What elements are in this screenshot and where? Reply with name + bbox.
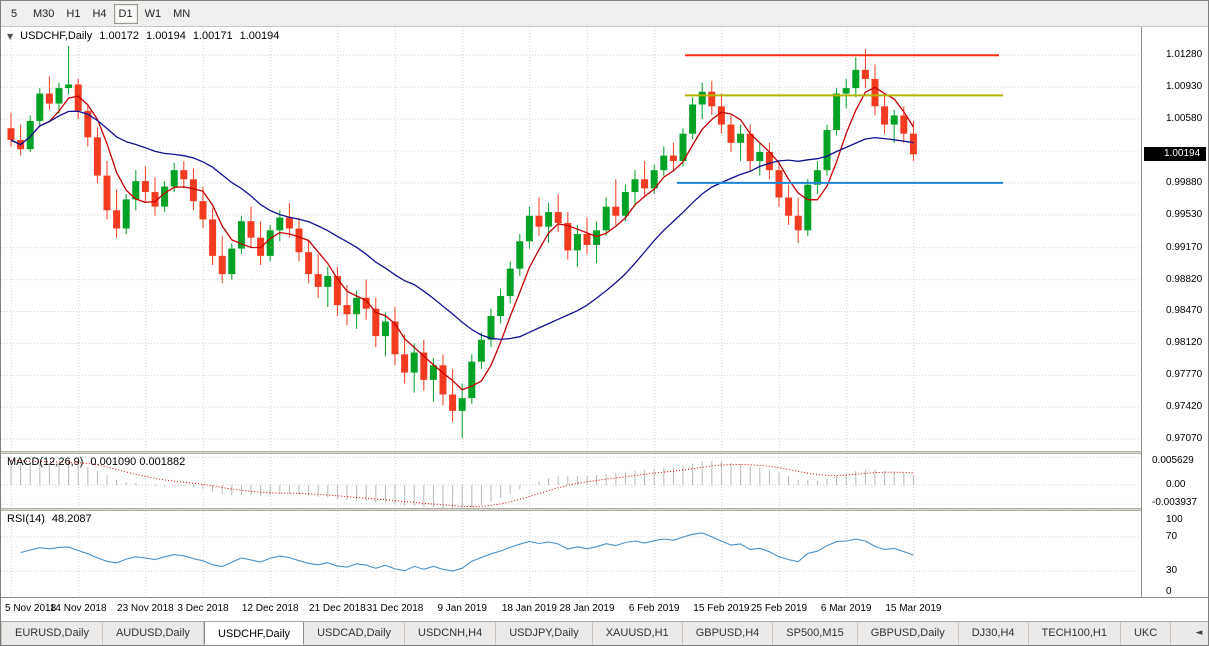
time-axis-label: 14 Nov 2018 xyxy=(49,603,107,614)
candles-layer xyxy=(7,46,917,439)
timeframe-button-mn[interactable]: MN xyxy=(173,7,191,20)
chart-tab-gbpusd-h4[interactable]: GBPUSD,H4 xyxy=(683,622,774,645)
chart-tab-xauusd-h1[interactable]: XAUUSD,H1 xyxy=(593,622,683,645)
macd-histogram xyxy=(10,460,914,508)
vertical-gridlines xyxy=(11,511,915,597)
chart-tab-eurusd-daily[interactable]: EURUSD,Daily xyxy=(1,622,103,645)
timeframe-button-d1[interactable]: D1 xyxy=(113,3,138,24)
chart-tab-dj30-h4[interactable]: DJ30,H4 xyxy=(959,622,1029,645)
ohlc-low: 1.00171 xyxy=(192,30,233,42)
macd-indicator-label: MACD(12,26,9) xyxy=(7,456,84,468)
time-axis-label: 21 Dec 2018 xyxy=(309,603,366,614)
rsi-indicator-value: 48.2087 xyxy=(51,513,92,525)
macd-scale-label: 0.00 xyxy=(1166,478,1186,490)
chart-tab-usdjpy-daily[interactable]: USDJPY,Daily xyxy=(496,622,593,645)
time-axis-label: 23 Nov 2018 xyxy=(117,603,174,614)
chart-tabs: EURUSD,Daily AUDUSD,Daily USDCHF,Daily USDC… xyxy=(1,622,1190,645)
rsi-scale-label: 30 xyxy=(1166,565,1178,577)
macd-indicator-values: 0.001090 0.001882 xyxy=(90,456,186,468)
rsi-level-lines xyxy=(1,536,1140,572)
price-scale-label: 0.98470 xyxy=(1166,305,1203,317)
price-scale-label: 1.00580 xyxy=(1166,113,1203,125)
chart-tab-sp500-m15[interactable]: SP500,M15 xyxy=(773,622,858,645)
price-scale-label: 0.98120 xyxy=(1166,337,1203,349)
timeframe-button-5[interactable]: 5 xyxy=(10,7,18,20)
collapse-chart-icon[interactable]: ▼ xyxy=(7,31,14,41)
chart-tabbar: EURUSD,Daily AUDUSD,Daily USDCHF,Daily USDC… xyxy=(1,621,1208,645)
price-scale-label: 0.99170 xyxy=(1166,241,1203,253)
horizontal-gridlines xyxy=(1,54,1140,440)
chart-ohlc-header: ▼ USDCHF,Daily 1.00172 1.00194 1.00171 1… xyxy=(7,30,279,42)
time-axis-label: 28 Jan 2019 xyxy=(559,603,615,614)
time-axis-label: 25 Feb 2019 xyxy=(750,603,808,614)
time-axis-label: 3 Dec 2018 xyxy=(177,603,229,614)
rsi-scale-label: 0 xyxy=(1166,586,1172,597)
macd-scale-gridlines xyxy=(1,456,1140,505)
chart-tab-gbpusd-daily[interactable]: GBPUSD,Daily xyxy=(858,622,959,645)
ohlc-close: 1.00194 xyxy=(239,30,280,42)
time-axis-label: 18 Jan 2019 xyxy=(501,603,557,614)
chart-tab-usdcad-daily[interactable]: USDCAD,Daily xyxy=(304,622,406,645)
price-scale-label: 1.01280 xyxy=(1166,49,1203,61)
time-axis-label: 15 Mar 2019 xyxy=(885,603,942,614)
time-axis-label: 6 Mar 2019 xyxy=(820,603,872,614)
price-scale-label: 0.99530 xyxy=(1166,208,1203,220)
macd-header: MACD(12,26,9) 0.001090 0.001882 xyxy=(7,456,185,468)
chart-tab-tech100-h1[interactable]: TECH100,H1 xyxy=(1029,622,1121,645)
drawn-objects-layer xyxy=(677,54,1003,184)
timeframe-button-h4[interactable]: H4 xyxy=(92,7,107,20)
rsi-line xyxy=(20,532,914,572)
current-price-badge: 1.00194 xyxy=(1144,147,1206,162)
price-scale-label: 0.97070 xyxy=(1166,433,1203,445)
timeframe-toolbar: 5 M30 H1 H4 D1 W1 MN xyxy=(1,1,1208,27)
time-axis[interactable]: 5 Nov 2018 14 Nov 2018 23 Nov 2018 3 Dec 20… xyxy=(1,597,1208,621)
time-axis-label: 12 Dec 2018 xyxy=(241,603,299,614)
rsi-header: RSI(14) 48.2087 xyxy=(7,513,92,525)
price-scale-label: 0.97770 xyxy=(1166,369,1203,381)
chart-tab-usdchf-daily[interactable]: USDCHF,Daily xyxy=(203,622,305,645)
rsi-indicator-label: RSI(14) xyxy=(7,513,45,525)
chart-symbol-label: USDCHF,Daily xyxy=(20,30,93,42)
time-axis-label: 15 Feb 2019 xyxy=(693,603,750,614)
chart-tab-ukc[interactable]: UKC xyxy=(1121,622,1172,645)
time-axis-label: 31 Dec 2018 xyxy=(366,603,424,614)
time-axis-label: 6 Feb 2019 xyxy=(628,603,680,614)
timeframe-button-w1[interactable]: W1 xyxy=(144,7,162,20)
price-scale-label: 0.98820 xyxy=(1166,273,1203,285)
ohlc-high: 1.00194 xyxy=(146,30,186,42)
ma-fast-red xyxy=(10,86,914,391)
price-scale[interactable]: 1.01280 1.00930 1.00580 0.99880 0.99530 0.991… xyxy=(1141,27,1208,597)
chart-area: ▼ USDCHF,Daily 1.00172 1.00194 1.00171 1… xyxy=(1,27,1208,621)
price-scale-label: 0.97420 xyxy=(1166,401,1203,413)
macd-signal-line xyxy=(10,459,914,508)
macd-chart[interactable] xyxy=(1,454,1140,508)
pane-separator-rsi[interactable] xyxy=(1,508,1208,511)
macd-scale-label: -0.003937 xyxy=(1152,497,1198,508)
price-chart[interactable] xyxy=(1,27,1140,451)
timeframe-button-h1[interactable]: H1 xyxy=(66,7,81,20)
ohlc-open: 1.00172 xyxy=(99,30,140,42)
time-axis-label: 9 Jan 2019 xyxy=(437,603,487,614)
rsi-scale-label: 100 xyxy=(1166,514,1183,525)
rsi-scale-label: 70 xyxy=(1166,530,1178,542)
chart-tab-audusd-daily[interactable]: AUDUSD,Daily xyxy=(103,622,204,645)
macd-scale-label: 0.005629 xyxy=(1152,455,1194,466)
ma-slow-navy xyxy=(10,110,914,341)
pane-separator-macd[interactable] xyxy=(1,451,1208,454)
price-scale-label: 0.99880 xyxy=(1166,176,1203,188)
rsi-chart[interactable] xyxy=(1,511,1140,597)
price-scale-label: 1.00930 xyxy=(1166,81,1203,93)
tab-scroll-left-icon[interactable]: ◄ xyxy=(1195,628,1203,638)
chart-tab-usdcnh-h4[interactable]: USDCNH,H4 xyxy=(405,622,497,645)
time-axis-label: 5 Nov 2018 xyxy=(5,603,57,614)
timeframe-button-m30[interactable]: M30 xyxy=(33,7,55,20)
